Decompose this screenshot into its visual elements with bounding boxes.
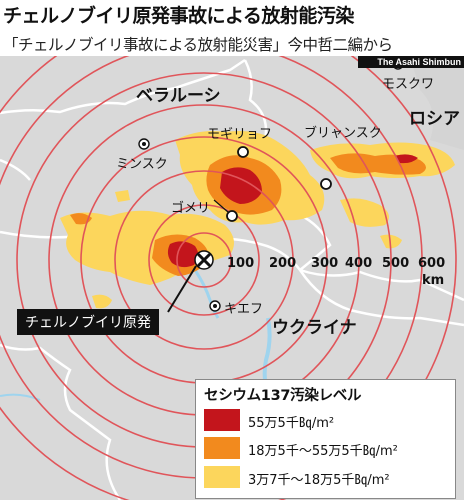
country-label-russia: ロシア: [409, 109, 460, 129]
city-label-mogilev: モギリョフ: [207, 127, 273, 142]
contamination-high: [167, 154, 418, 268]
scale-tick-300: 300: [311, 256, 339, 271]
city-label-kiev: キエフ: [224, 302, 264, 317]
scale-tick-400: 400: [345, 256, 373, 271]
contamination-map: ベラルーシ ロシア ウクライナ ミンスク モギリョフ ブリャンスク モスクワ ゴ…: [0, 56, 464, 500]
legend: セシウム137汚染レベル 55万5千㏃/m² 18万5千～55万5千㏃/m² 3…: [195, 379, 456, 499]
scale-unit: km: [422, 273, 445, 288]
chernobyl-plant-icon: [194, 250, 214, 270]
map-title: チェルノブイリ原発事故による放射能汚染: [3, 5, 354, 27]
bryansk-marker: [320, 178, 332, 190]
legend-item-mid: 18万5千～55万5千㏃/m²: [204, 437, 448, 463]
legend-label-low: 3万7千～18万5千㏃/m²: [248, 473, 390, 488]
legend-swatch-low: [204, 466, 240, 488]
country-label-ukraine: ウクライナ: [272, 318, 357, 338]
legend-label-high: 55万5千㏃/m²: [248, 416, 335, 431]
scale-tick-600: 600: [418, 256, 446, 271]
mogilev-marker: [237, 146, 249, 158]
scale-tick-200: 200: [269, 256, 297, 271]
legend-item-high: 55万5千㏃/m²: [204, 409, 448, 435]
map-subtitle: 「チェルノブイリ事故による放射能災害」今中哲二編から: [3, 36, 393, 54]
legend-title: セシウム137汚染レベル: [204, 388, 362, 404]
plant-leader: [167, 265, 197, 313]
land-shade: [410, 56, 464, 150]
credit-label: The Asahi Shimbun: [377, 57, 461, 67]
legend-item-low: 3万7千～18万5千㏃/m²: [204, 466, 448, 492]
chernobyl-plant-label: チェルノブイリ原発: [17, 309, 159, 335]
country-label-belarus: ベラルーシ: [136, 86, 221, 106]
minsk-marker: [138, 138, 150, 150]
city-label-minsk: ミンスク: [116, 157, 168, 172]
city-label-moscow: モスクワ: [382, 77, 435, 92]
scale-tick-500: 500: [382, 256, 410, 271]
legend-swatch-mid: [204, 437, 240, 459]
legend-swatch-high: [204, 409, 240, 431]
gomel-marker: [226, 210, 238, 222]
credit-bar: [358, 56, 464, 68]
gomel-leader: [213, 199, 229, 213]
kiev-marker: [209, 300, 221, 312]
legend-label-mid: 18万5千～55万5千㏃/m²: [248, 444, 398, 459]
scale-tick-100: 100: [227, 256, 255, 271]
city-label-bryansk: ブリャンスク: [304, 126, 382, 141]
city-label-gomel: ゴメリ: [171, 201, 211, 216]
